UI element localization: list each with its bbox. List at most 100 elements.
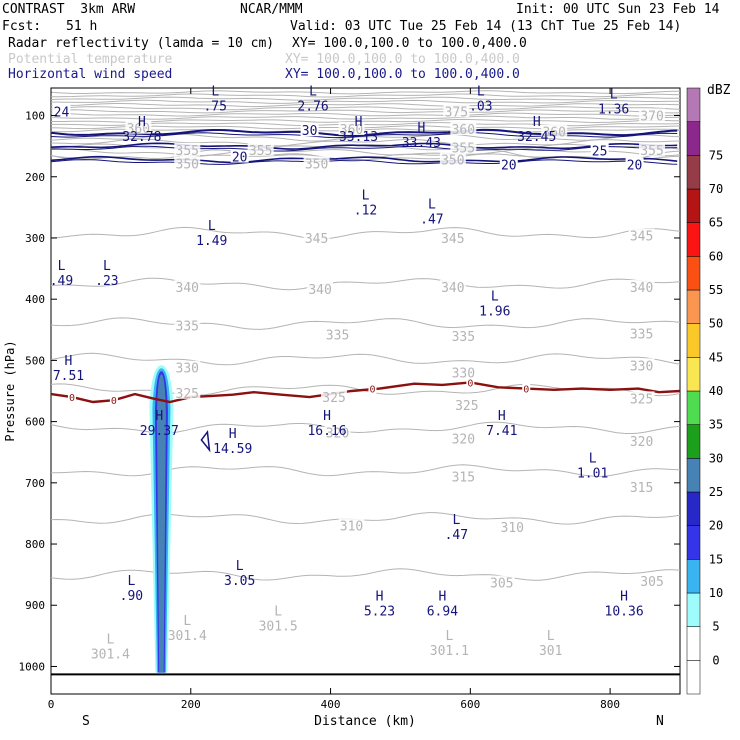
x-tick-label: 400 <box>321 698 341 711</box>
theta-label-bg <box>628 326 655 340</box>
theta-label-bg <box>628 279 655 293</box>
colorbar-tick-label: 55 <box>709 283 723 297</box>
field-theta-label: Potential temperature <box>8 52 173 67</box>
wind-contour-label: 30 <box>302 124 318 139</box>
theta-extremum-letter: L <box>445 629 453 644</box>
zero-contour-label-bg <box>466 377 475 388</box>
theta-label-bg <box>125 120 152 134</box>
wind-label-bg <box>300 123 319 137</box>
wind-extremum-letter: H <box>438 589 446 604</box>
wind-extremum-value: 7.51 <box>53 369 84 384</box>
x-end-label-north: N <box>656 714 664 729</box>
wind-contour-label: 20 <box>501 159 517 174</box>
wind-speed-contour <box>50 128 678 137</box>
theta-contour-label: 320 <box>452 433 475 448</box>
colorbar-tick-label: 20 <box>709 519 723 533</box>
zero-contour <box>50 381 681 404</box>
wind-contour-label: 20 <box>627 159 643 174</box>
wind-contour-label: 24 <box>54 105 70 120</box>
field-theta-xy: XY= 100.0,100.0 to 100.0,400.0 <box>285 52 520 67</box>
org-name: NCAR/MMM <box>240 2 303 17</box>
wind-extremum-letter: H <box>533 115 541 130</box>
theta-label-bg <box>639 142 666 156</box>
y-tick-label: 400 <box>25 293 45 306</box>
theta-label-bg <box>247 142 274 156</box>
wind-label-bg <box>230 149 249 163</box>
theta-label-bg <box>628 480 655 494</box>
wind-speed-contour <box>50 142 678 150</box>
theta-isentrope <box>50 568 681 581</box>
wind-extremum-letter: L <box>362 188 370 203</box>
theta-label-bg <box>174 156 201 170</box>
theta-label-bg <box>338 518 365 532</box>
zero-contour-layer: 0 0 0 0 0 <box>50 377 681 407</box>
wind-extremum-value: 3.05 <box>224 574 255 589</box>
theta-label-bg <box>174 279 201 293</box>
stratosphere-isentrope <box>50 103 681 108</box>
y-tick-label: 300 <box>25 232 45 245</box>
stratosphere-isentrope <box>51 93 681 98</box>
stratosphere-isentrope <box>50 128 681 133</box>
colorbar-unit: dBZ <box>707 83 731 98</box>
wind-extremum-value: .12 <box>354 203 377 218</box>
wind-closed-contour <box>200 430 211 453</box>
theta-extremum-value: 301.4 <box>91 647 130 662</box>
theta-label-bg <box>628 228 655 242</box>
colorbar-swatch <box>686 525 701 560</box>
theta-label-bg <box>439 152 466 166</box>
colorbar-swatch <box>686 424 701 459</box>
reflectivity-cell <box>156 374 166 673</box>
colorbar-tick-label: 40 <box>709 384 723 398</box>
wind-extremum-value: 1.49 <box>196 234 227 249</box>
theta-label-bg <box>439 230 466 244</box>
theta-contour-label: 360 <box>542 125 565 140</box>
colorbar-swatch <box>686 188 701 223</box>
theta-contour-label: 315 <box>452 471 475 486</box>
wind-extremum-value: .47 <box>420 213 443 228</box>
wind-speed-contour <box>51 145 678 152</box>
colorbar-swatch <box>686 87 701 122</box>
x-axis-label: Distance (km) <box>314 714 416 729</box>
wind-extremum-value: 5.23 <box>364 604 395 619</box>
wind-extremum-letter: L <box>309 84 317 99</box>
theta-extremum-letter: L <box>547 629 555 644</box>
axes-layer: Pressure (hPa) Distance (km) S N 1002003… <box>3 88 680 729</box>
stratosphere-isentrope <box>51 118 680 124</box>
colorbar-swatch <box>686 559 701 594</box>
theta-isentrope <box>50 352 681 366</box>
wind-extremum-letter: H <box>620 589 628 604</box>
theta-label-bg <box>628 434 655 448</box>
wind-contour-label: 20 <box>232 151 248 166</box>
wind-extremum-letter: H <box>229 427 237 442</box>
wind-extremum-letter: L <box>491 289 499 304</box>
colorbar-tick-label: 60 <box>709 249 723 263</box>
theta-label-bg <box>541 124 568 138</box>
colorbar-tick-label: 50 <box>709 317 723 331</box>
colorbar-swatch <box>686 155 701 190</box>
wind-label-bg <box>590 143 609 157</box>
wind-extremum-letter: L <box>58 259 66 274</box>
theta-label-bg <box>303 156 330 170</box>
theta-label-bg <box>324 327 351 341</box>
colorbar-swatch <box>686 458 701 493</box>
y-tick-label: 500 <box>25 354 45 367</box>
valid-time: Valid: 03 UTC Tue 25 Feb 14 (13 ChT Tue … <box>290 19 682 34</box>
theta-contour-label: 345 <box>441 232 464 247</box>
x-tick-label: 600 <box>460 698 480 711</box>
theta-contour-label: 325 <box>322 391 345 406</box>
stratosphere-isentrope <box>50 148 681 157</box>
wind-extremum-letter: L <box>428 198 436 213</box>
stratosphere-isentrope <box>50 122 681 127</box>
theta-extremum-letter: L <box>183 614 191 629</box>
colorbar-tick-label: 35 <box>709 418 723 432</box>
theta-contour-label: 315 <box>630 481 653 496</box>
stratosphere-isentrope <box>50 96 680 101</box>
zero-contour-label-bg <box>368 383 377 394</box>
colorbar-tick-label: 65 <box>709 216 723 230</box>
theta-contour-label: 350 <box>176 157 199 172</box>
theta-contour-label: 350 <box>305 157 328 172</box>
theta-label-bg <box>450 365 477 379</box>
x-tick-label: 200 <box>181 698 201 711</box>
wind-extremum-letter: L <box>103 259 111 274</box>
